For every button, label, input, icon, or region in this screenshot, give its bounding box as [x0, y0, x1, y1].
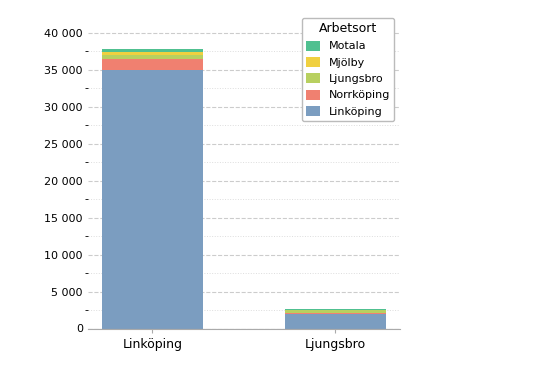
Bar	[285, 314, 386, 328]
Bar	[102, 59, 203, 70]
Bar	[102, 55, 203, 59]
Bar	[102, 70, 203, 328]
Bar	[102, 50, 203, 52]
Bar	[285, 310, 386, 314]
Bar	[102, 52, 203, 55]
Legend: Motala, Mjölby, Ljungsbro, Norrköping, Linköping: Motala, Mjölby, Ljungsbro, Norrköping, L…	[302, 18, 395, 121]
